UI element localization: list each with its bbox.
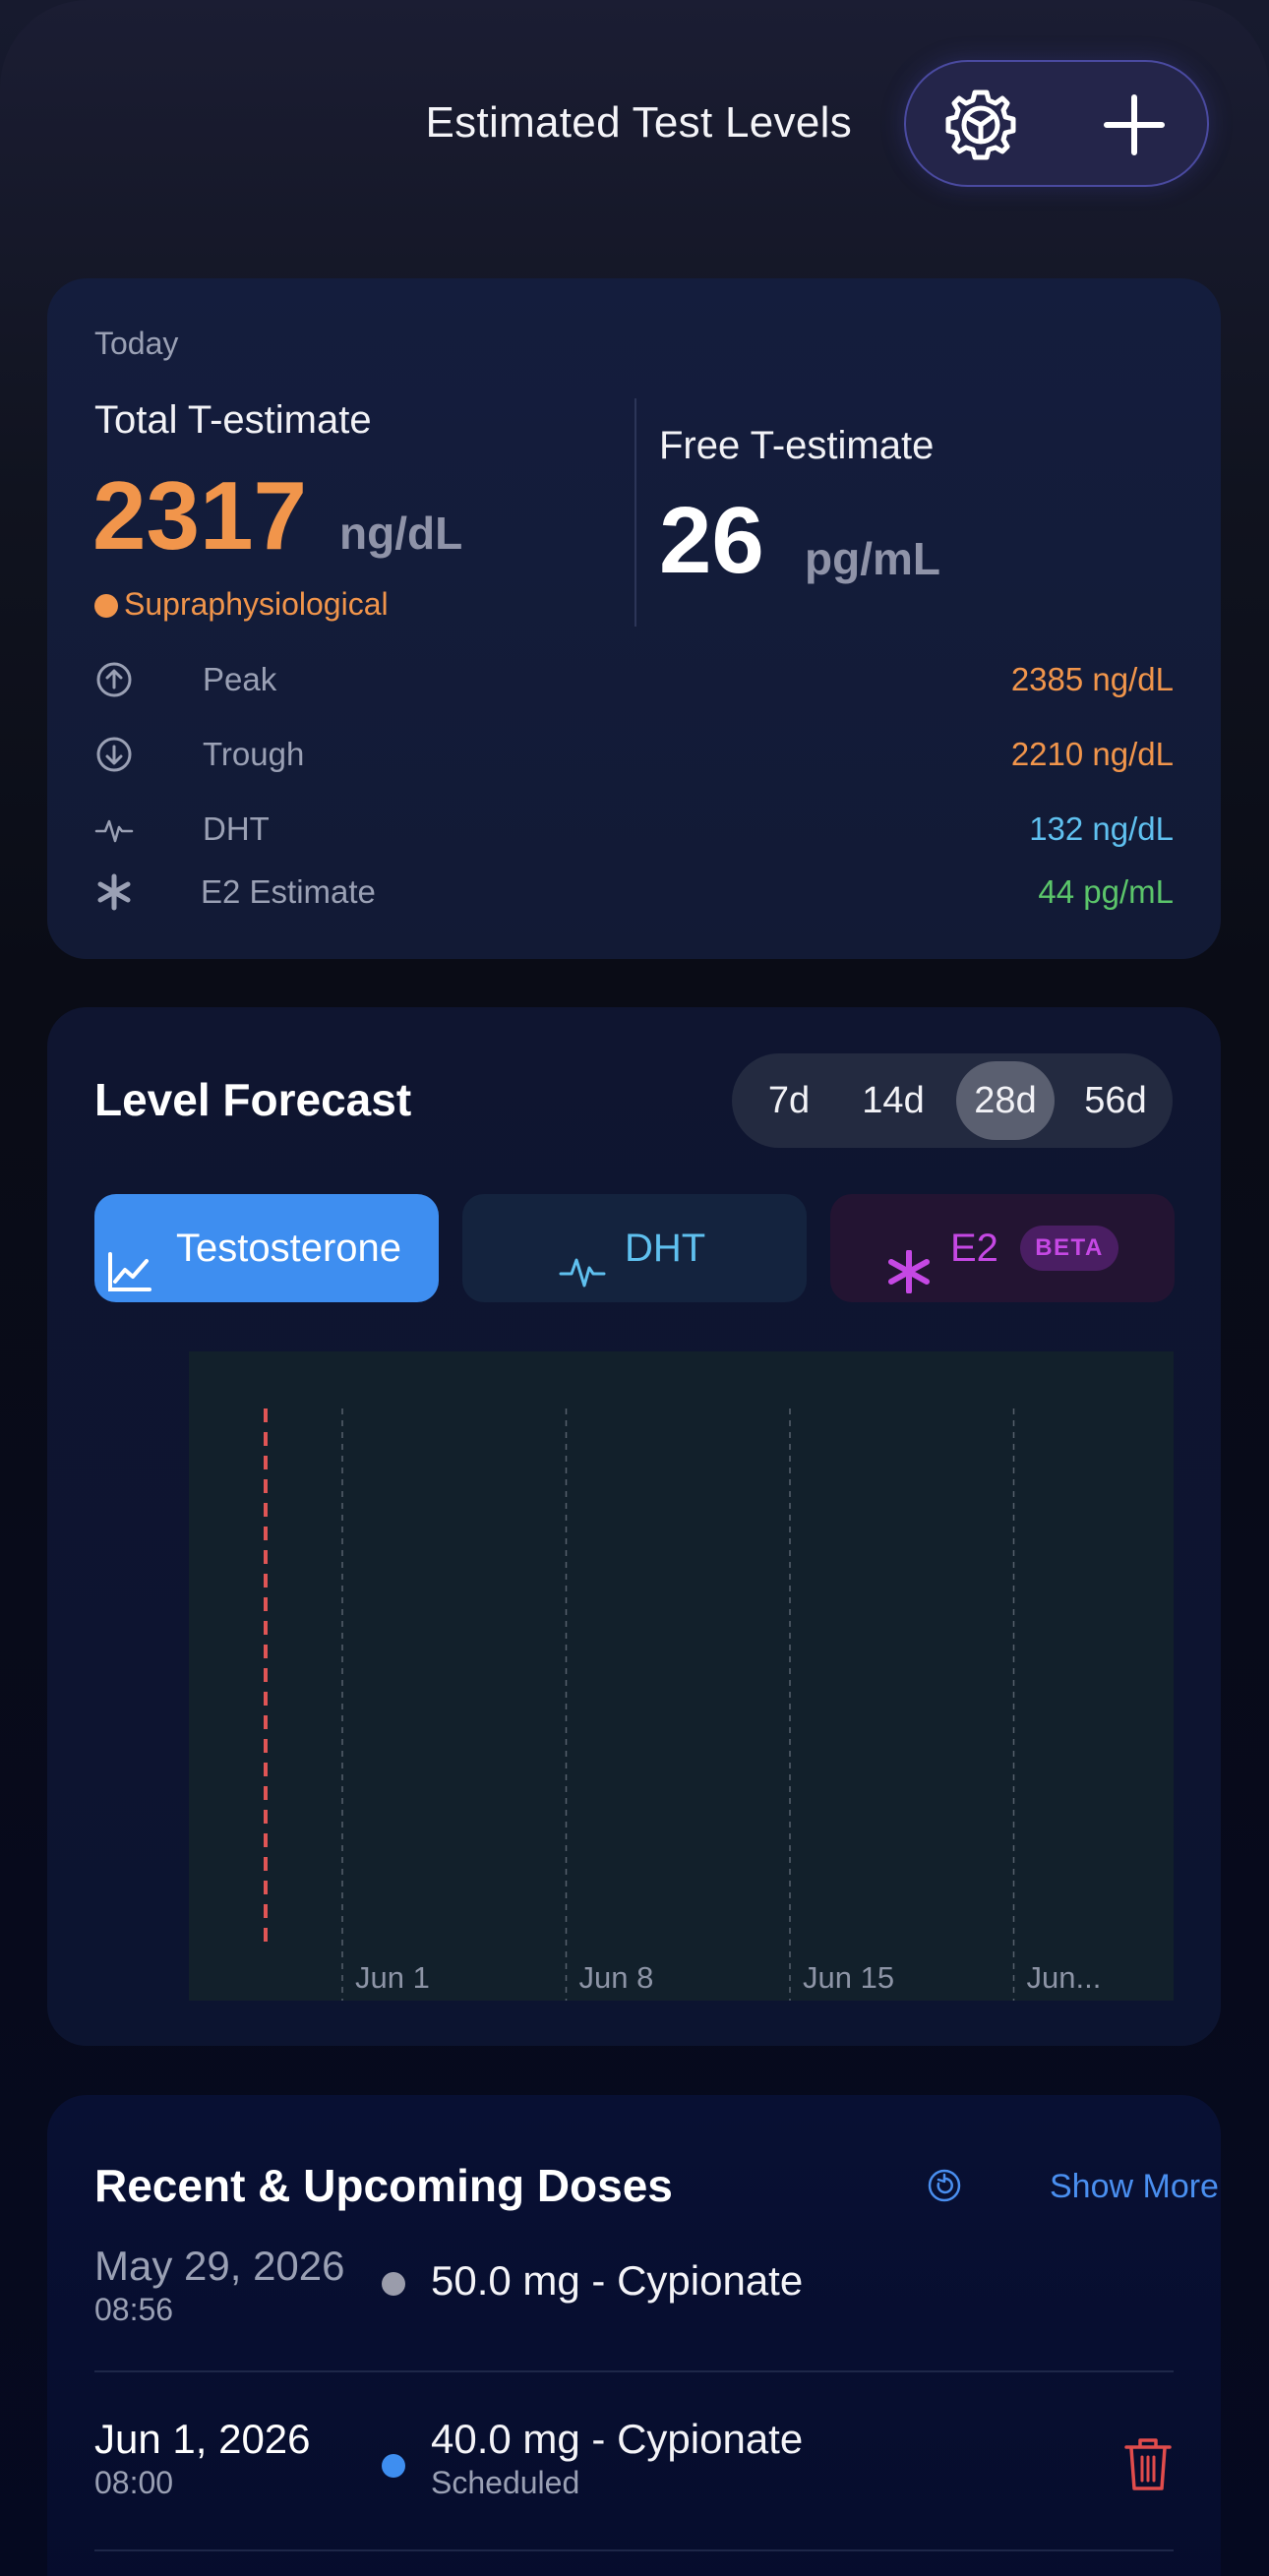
total-t-unit: ng/dL <box>339 508 463 559</box>
dose-description: 40.0 mg - Cypionate <box>431 2416 804 2462</box>
divider <box>94 2370 1174 2372</box>
tab-label: DHT <box>625 1227 706 1270</box>
dose-status-dot <box>382 2272 405 2296</box>
range-14d[interactable]: 14d <box>862 1080 925 1121</box>
metric-label: Trough <box>203 736 305 772</box>
metric-label: DHT <box>203 810 270 847</box>
dose-date: May 29, 2026 <box>94 2243 345 2289</box>
arrow-up-circle-icon <box>96 662 132 697</box>
today-card: Today Total T-estimate 2317 ng/dL Suprap… <box>47 278 1221 959</box>
forecast-card: Level Forecast 7d 14d 28d 56d Testostero… <box>47 103 1221 2046</box>
dose-time: 08:56 <box>94 2292 174 2327</box>
x-tick-label: Jun 8 <box>579 1960 654 1995</box>
divider <box>634 398 636 627</box>
gear-icon <box>945 90 1016 160</box>
doses-title: Recent & Upcoming Doses <box>94 2160 673 2211</box>
metric-label: E2 Estimate <box>201 873 376 910</box>
settings-button[interactable] <box>941 86 1020 164</box>
doses-card: Recent & Upcoming Doses Show More May 29… <box>47 2095 1221 2576</box>
total-t-label: Total T-estimate <box>94 398 372 442</box>
arrow-down-circle-icon <box>96 737 132 772</box>
status-dot <box>94 594 118 618</box>
history-icon <box>928 2169 961 2202</box>
chart-line-icon <box>108 1252 151 1291</box>
forecast-title: Level Forecast <box>94 1074 412 1125</box>
metric-e2: E2 Estimate 44 pg/mL <box>94 868 1174 917</box>
total-t-value: 2317 <box>92 461 308 569</box>
asterisk-icon <box>888 1249 930 1294</box>
plot-area <box>189 1351 1174 2001</box>
x-tick-label: Jun... <box>1027 1960 1102 1995</box>
asterisk-icon <box>97 873 131 911</box>
metric-value: 132 ng/dL <box>1029 810 1174 847</box>
beta-badge: BETA <box>1020 1226 1118 1271</box>
plus-icon <box>1104 94 1165 155</box>
divider <box>94 2549 1174 2551</box>
header-actions <box>904 60 1209 187</box>
show-more-label: Show More <box>1050 2168 1219 2205</box>
dose-status-dot <box>382 2454 405 2478</box>
metric-value: 44 pg/mL <box>1038 873 1174 910</box>
pulse-icon <box>559 1258 606 1288</box>
tab-testosterone[interactable]: Testosterone <box>94 1194 439 1302</box>
tab-label: Testosterone <box>176 1227 402 1270</box>
range-56d[interactable]: 56d <box>1084 1080 1147 1121</box>
dose-row[interactable]: May 29, 2026 08:56 50.0 mg - Cypionate <box>94 2243 1174 2341</box>
today-label: Today <box>94 326 179 361</box>
metric-label: Peak <box>203 661 277 697</box>
tab-label: E2 <box>950 1227 998 1270</box>
free-t-unit: pg/mL <box>805 533 940 584</box>
range-28d[interactable]: 28d <box>956 1061 1055 1140</box>
metric-value: 2210 ng/dL <box>1010 736 1174 772</box>
status-badge: Supraphysiological <box>124 586 389 622</box>
metric-trough: Trough 2210 ng/dL <box>94 730 1174 779</box>
tab-dht[interactable]: DHT <box>462 1194 807 1302</box>
free-t-value: 26 <box>659 488 764 593</box>
dose-row[interactable]: Jun 1, 2026 08:00 40.0 mg - Cypionate Sc… <box>94 2416 1174 2524</box>
tab-e2[interactable]: E2 BETA <box>830 1194 1175 1302</box>
metric-dht: DHT 132 ng/dL <box>94 805 1174 854</box>
pulse-icon <box>94 819 134 843</box>
range-7d[interactable]: 7d <box>767 1080 811 1121</box>
page-title: Estimated Test Levels <box>425 98 852 147</box>
x-tick-label: Jun 1 <box>355 1960 430 1995</box>
dose-time: 08:00 <box>94 2465 174 2500</box>
add-dose-button[interactable] <box>1095 86 1174 164</box>
trash-icon <box>1124 2438 1172 2490</box>
range-selector: 7d 14d 28d 56d <box>732 1053 1173 1148</box>
dose-description: 50.0 mg - Cypionate <box>431 2257 804 2304</box>
delete-dose-button[interactable] <box>1122 2435 1174 2492</box>
metric-value: 2385 ng/dL <box>1010 661 1174 697</box>
x-tick-label: Jun 15 <box>803 1960 894 1995</box>
dose-date: Jun 1, 2026 <box>94 2416 311 2462</box>
dose-status: Scheduled <box>431 2465 580 2500</box>
free-t-label: Free T-estimate <box>659 424 935 467</box>
metric-peak: Peak 2385 ng/dL <box>94 655 1174 704</box>
